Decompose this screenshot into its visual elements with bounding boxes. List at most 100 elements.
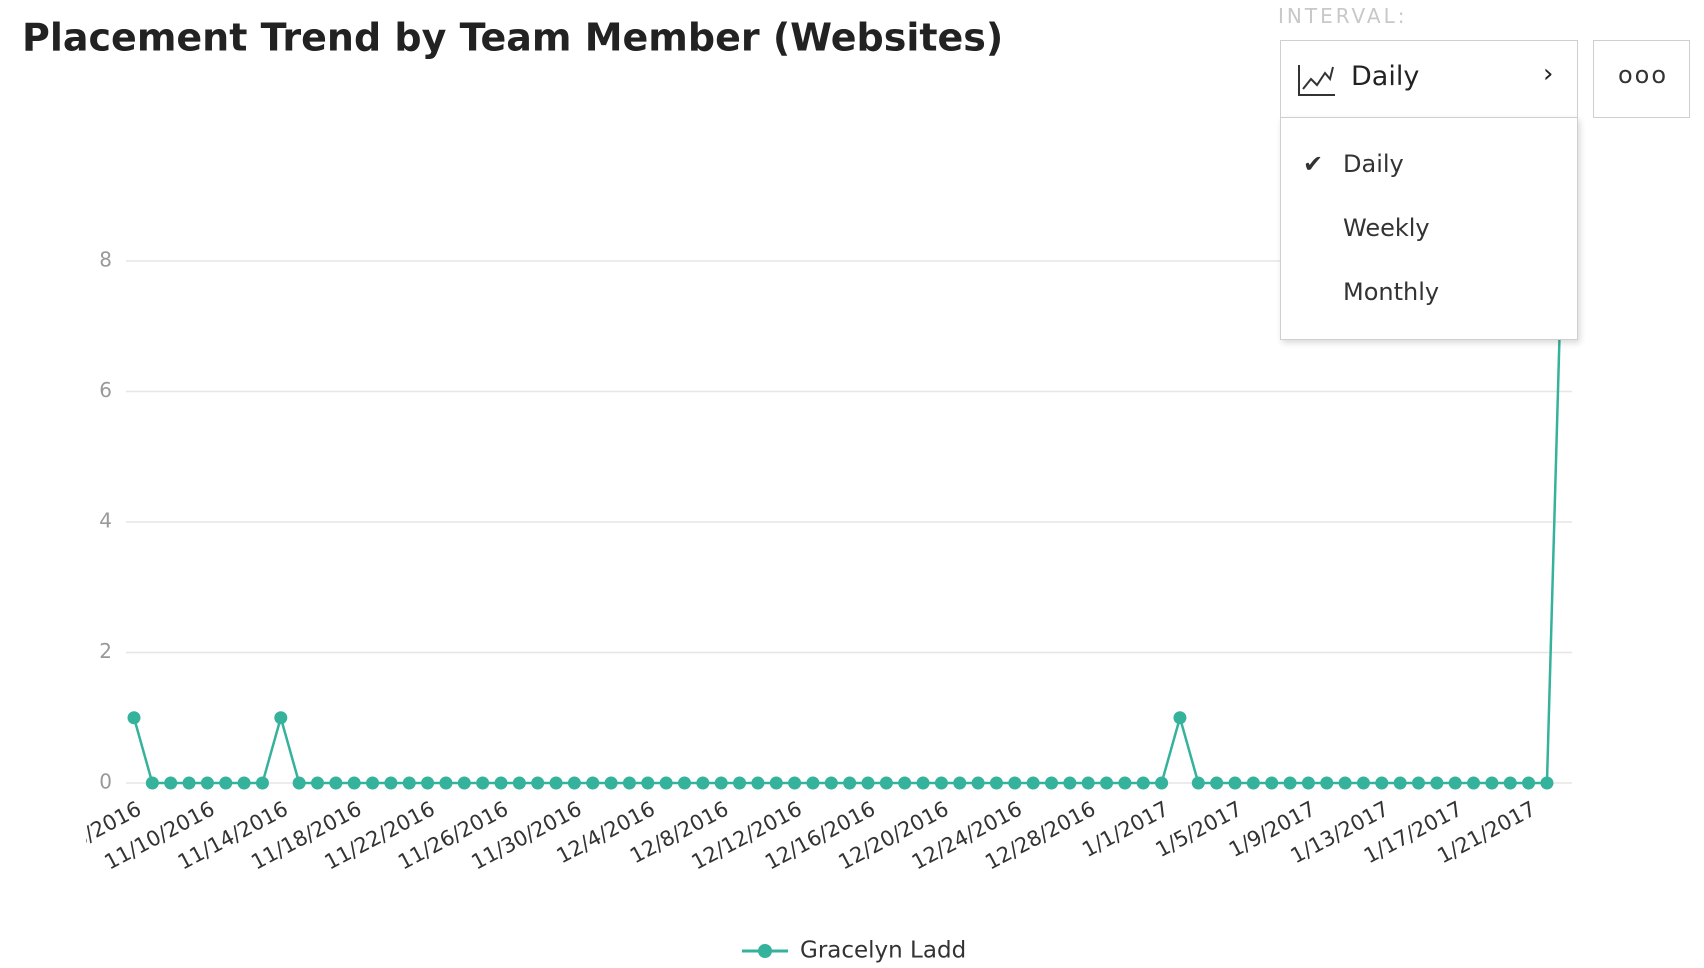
- data-point: [898, 776, 912, 790]
- data-point: [1045, 776, 1058, 790]
- interval-menu: ✔ Daily Weekly Monthly: [1280, 117, 1578, 340]
- data-point: [384, 776, 398, 790]
- data-point: [292, 776, 306, 790]
- data-point: [1522, 776, 1536, 790]
- data-point: [200, 776, 214, 790]
- data-point: [439, 776, 453, 790]
- data-point: [145, 776, 159, 790]
- y-tick-label: 6: [99, 378, 112, 402]
- data-point: [659, 776, 673, 790]
- interval-dropdown[interactable]: Daily ›: [1280, 40, 1578, 118]
- data-point: [237, 776, 251, 790]
- data-point: [1100, 776, 1114, 790]
- data-point: [476, 776, 490, 790]
- data-point: [1430, 776, 1444, 790]
- data-point: [219, 776, 233, 790]
- data-point: [622, 776, 636, 790]
- data-point: [989, 776, 1003, 790]
- data-point: [861, 776, 875, 790]
- data-point: [567, 776, 581, 790]
- chart-icon: [1298, 65, 1335, 96]
- data-point: [1485, 776, 1499, 790]
- data-point: [457, 776, 471, 790]
- data-point: [1228, 776, 1242, 790]
- chart-title: Placement Trend by Team Member (Websites…: [22, 16, 1003, 60]
- data-point: [1246, 776, 1260, 790]
- data-point: [366, 776, 380, 790]
- y-tick-label: 4: [99, 509, 112, 533]
- data-point: [1063, 776, 1077, 790]
- y-tick-label: 0: [99, 770, 112, 794]
- more-button[interactable]: ooo: [1593, 40, 1690, 118]
- data-point: [311, 776, 324, 790]
- data-point: [1191, 776, 1205, 790]
- check-icon: ✔: [1303, 150, 1324, 178]
- dropdown-selected: Daily: [1351, 61, 1420, 92]
- data-point: [1412, 776, 1425, 790]
- data-point: [1540, 776, 1554, 790]
- data-point: [127, 711, 141, 725]
- data-point: [824, 776, 838, 790]
- data-point: [733, 776, 747, 790]
- data-point: [1375, 776, 1389, 790]
- data-point: [1026, 776, 1040, 790]
- data-point: [1338, 776, 1352, 790]
- data-point: [512, 776, 526, 790]
- data-point: [916, 776, 930, 790]
- data-point: [1283, 776, 1297, 790]
- y-tick-label: 8: [99, 248, 112, 272]
- data-point: [751, 776, 765, 790]
- data-point: [1136, 776, 1150, 790]
- data-point: [182, 776, 196, 790]
- data-point: [1301, 776, 1315, 790]
- data-point: [1393, 776, 1407, 790]
- data-point: [1210, 776, 1224, 790]
- chevron: ›: [1543, 59, 1554, 89]
- data-point: [402, 776, 416, 790]
- data-point: [1173, 711, 1187, 725]
- data-point: [1467, 776, 1481, 790]
- data-point: [769, 776, 783, 790]
- data-point: [274, 711, 288, 725]
- data-point: [531, 776, 545, 790]
- menu-option[interactable]: Daily: [1343, 150, 1404, 178]
- data-point: [1155, 776, 1169, 790]
- data-point: [696, 776, 710, 790]
- more-label: ooo: [1618, 61, 1669, 89]
- data-point: [678, 776, 691, 790]
- data-point: [586, 776, 600, 790]
- data-point: [788, 776, 802, 790]
- data-point: [641, 776, 655, 790]
- data-point: [329, 776, 343, 790]
- data-point: [806, 776, 820, 790]
- legend-label: Gracelyn Ladd: [800, 938, 966, 964]
- data-point: [604, 776, 618, 790]
- data-point: [1008, 776, 1022, 790]
- data-point: [1320, 776, 1334, 790]
- data-point: [953, 776, 967, 790]
- data-point: [1081, 776, 1095, 790]
- interval-label: INTERVAL:: [1278, 4, 1408, 28]
- data-point: [255, 776, 269, 790]
- data-point: [1503, 776, 1517, 790]
- data-point: [421, 776, 435, 790]
- data-point: [971, 776, 985, 790]
- menu-option[interactable]: Weekly: [1343, 214, 1430, 242]
- data-point: [1356, 776, 1370, 790]
- data-point: [934, 776, 948, 790]
- data-point: [843, 776, 857, 790]
- data-point: [1265, 776, 1279, 790]
- data-point: [879, 776, 893, 790]
- data-point: [549, 776, 563, 790]
- data-point: [714, 776, 728, 790]
- data-point: [1448, 776, 1462, 790]
- y-tick-label: 2: [99, 639, 112, 663]
- data-point: [347, 776, 361, 790]
- data-point: [1118, 776, 1132, 790]
- data-point: [164, 776, 178, 790]
- data-point: [494, 776, 508, 790]
- legend-marker: [758, 944, 772, 958]
- menu-option[interactable]: Monthly: [1343, 278, 1440, 306]
